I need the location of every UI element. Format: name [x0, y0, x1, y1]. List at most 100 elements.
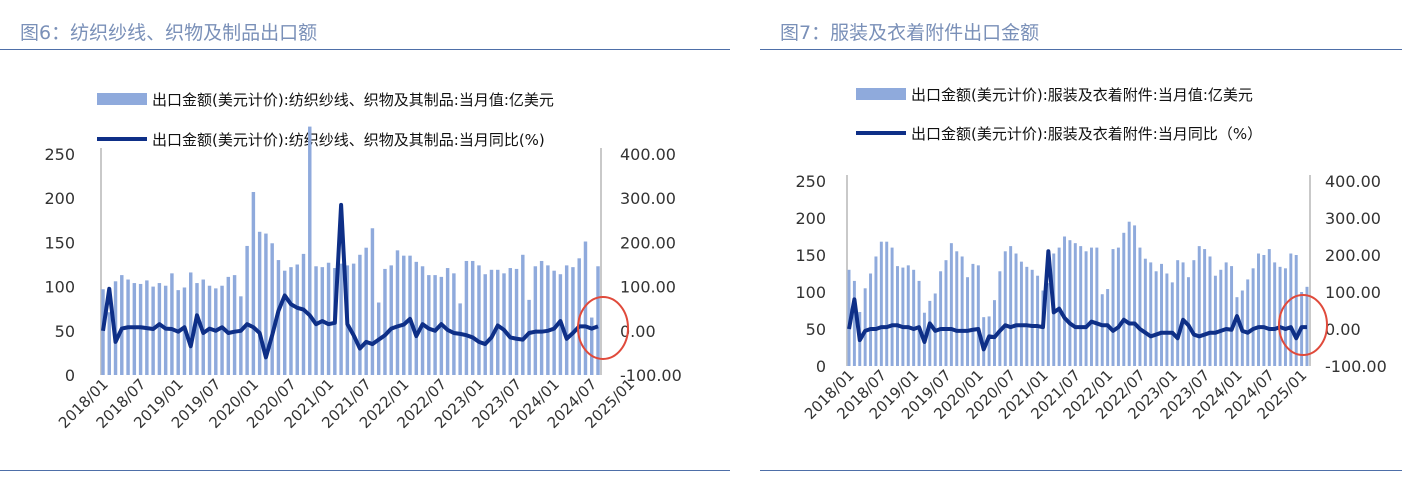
bar: [157, 283, 162, 375]
y-right-tick-label: 0.00: [1325, 320, 1361, 339]
bar: [955, 251, 959, 366]
bar: [1111, 249, 1115, 366]
bar: [906, 265, 910, 366]
bar: [170, 273, 174, 375]
y-right-tick-label: 300.00: [620, 189, 676, 208]
bar: [890, 247, 894, 366]
bar: [1176, 260, 1180, 366]
bar: [1181, 262, 1185, 366]
bar-series: [847, 221, 1309, 366]
bar: [1073, 243, 1077, 366]
bar: [527, 299, 531, 375]
y-left-tick-label: 50: [806, 320, 826, 339]
y-right-tick-label: 400.00: [1325, 172, 1381, 191]
bar: [596, 266, 600, 375]
legend-line-label: 出口金额(美元计价):纺织纱线、织物及其制品:当月同比(%): [152, 131, 545, 149]
bar: [917, 280, 921, 366]
y-right-tick-label: 200.00: [1325, 246, 1381, 265]
bar: [1003, 251, 1007, 366]
right-axis: -100.00 0.00 100.00 200.00 300.00 400.00: [600, 145, 682, 385]
bar: [869, 273, 873, 366]
bar: [1219, 269, 1223, 366]
y-left-tick-label: 0: [816, 357, 826, 376]
bar: [1014, 253, 1018, 366]
bar: [239, 296, 243, 375]
bar: [326, 262, 331, 375]
bar: [389, 265, 393, 375]
bar: [1095, 247, 1099, 366]
right-axis: -100.00 0.00 100.00 200.00 300.00 400.00: [1309, 172, 1387, 376]
bar: [1208, 256, 1212, 366]
legend-bar-label: 出口金额(美元计价):纺织纱线、织物及其制品:当月值:亿美元: [152, 91, 554, 109]
y-right-tick-label: 100.00: [1325, 283, 1381, 302]
bar: [852, 280, 856, 366]
y-right-tick-label: -100.00: [620, 366, 682, 385]
bar: [896, 266, 899, 366]
bar: [496, 269, 500, 375]
bar: [120, 275, 124, 375]
bar: [901, 267, 905, 366]
bar: [351, 263, 356, 375]
bar: [1116, 247, 1120, 366]
x-axis: 2018/012018/072019/012019/072020/012020/…: [801, 366, 1310, 423]
legend-line-label: 出口金额(美元计价):服装及衣着附件:当月同比（%）: [911, 125, 1262, 143]
bar: [502, 273, 506, 375]
bar: [928, 300, 932, 366]
y-left-tick-label: 200: [795, 209, 826, 228]
bar: [1283, 268, 1287, 366]
bar: [949, 243, 953, 366]
bar: [245, 245, 249, 375]
bar: [270, 243, 274, 375]
bar: [1133, 225, 1137, 366]
bar: [1170, 282, 1174, 366]
bar: [1127, 221, 1131, 366]
bar: [1122, 232, 1126, 366]
bar: [220, 285, 224, 375]
bar: [1089, 247, 1093, 366]
y-left-tick-label: 100: [795, 283, 826, 302]
y-left-tick-label: 200: [44, 189, 75, 208]
y-left-tick-label: 0: [65, 366, 75, 385]
bar: [301, 253, 306, 375]
bar: [1165, 273, 1169, 366]
bar: [339, 263, 343, 375]
bar: [452, 273, 456, 375]
legend-bar-swatch: [97, 93, 147, 105]
bar: [966, 277, 970, 366]
bar: [998, 271, 1002, 366]
y-left-tick-label: 50: [55, 322, 75, 341]
figure-7-title: 图7：服装及衣着附件出口金额: [780, 22, 1040, 44]
bar: [414, 261, 419, 375]
bar: [1213, 275, 1217, 366]
bar: [1143, 258, 1147, 366]
y-right-tick-label: -100.00: [1325, 357, 1387, 376]
bar: [477, 265, 481, 375]
figure-7-bottom-rule: [760, 470, 1402, 471]
legend-bar-swatch: [856, 88, 906, 100]
bar: [1079, 246, 1083, 366]
bar: [1009, 246, 1013, 366]
bar: [402, 255, 406, 375]
y-left-tick-label: 100: [44, 278, 75, 297]
bar: [289, 267, 293, 375]
bar: [1046, 283, 1050, 366]
bar: [1138, 247, 1142, 366]
figure-6-top-rule: [0, 49, 730, 50]
y-left-tick-label: 250: [795, 172, 826, 191]
bar: [458, 303, 462, 375]
bar: [364, 247, 368, 375]
bar: [101, 289, 105, 375]
bar: [420, 266, 425, 375]
bar: [1257, 253, 1260, 366]
bar: [590, 317, 594, 375]
bar: [427, 275, 431, 375]
bar: [1100, 294, 1104, 366]
left-axis: 0 50 100 150 200 250: [44, 145, 102, 385]
figure-6-chart: 出口金额(美元计价):纺织纱线、织物及其制品:当月值:亿美元 出口金额(美元计价…: [44, 91, 682, 432]
y-left-tick-label: 150: [44, 233, 75, 252]
bar: [1036, 275, 1040, 366]
left-axis: 0 50 100 150 200 250: [795, 172, 848, 376]
bar: [1068, 240, 1072, 366]
bar: [1251, 268, 1255, 366]
bar: [960, 256, 964, 366]
